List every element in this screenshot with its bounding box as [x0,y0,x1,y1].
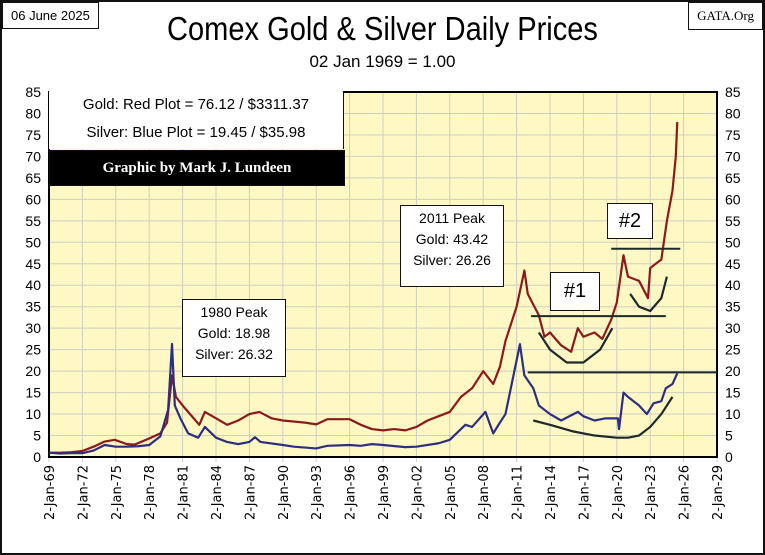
y-tick-label-right: 15 [725,385,741,401]
annotation-curve [533,396,674,439]
y-tick-label-right: 25 [725,342,741,358]
y-tick-label-right: 45 [725,256,741,272]
x-tick-label: 2-Jan-90 [277,465,292,520]
y-tick-label-right: 80 [725,105,741,121]
x-tick-label: 2-Jan-02 [410,465,425,520]
x-tick-label: 2-Jan-29 [711,465,726,520]
y-tick-label-right: 60 [725,191,741,207]
y-tick-label-right: 0 [725,449,733,465]
y-tick-label-left: 20 [25,363,41,379]
x-tick-label: 2-Jan-20 [611,465,626,520]
series-line-silver [48,342,679,455]
y-tick-label-right: 65 [725,170,741,186]
y-tick-label-left: 30 [25,320,41,336]
y-tick-label-left: 25 [25,342,41,358]
y-tick-label-left: 40 [25,277,41,293]
x-tick-label: 2-Jan-05 [444,465,459,520]
peak-1980-silver: Silver: 26.32 [195,346,273,362]
y-tick-label-right: 10 [725,406,741,422]
x-tick-label: 2-Jan-23 [644,465,659,520]
x-tick-label: 2-Jan-93 [310,465,325,520]
y-tick-label-right: 50 [725,234,741,250]
y-tick-label-right: 70 [725,148,741,164]
x-tick-label: 2-Jan-99 [377,465,392,520]
label-2: #2 [607,203,653,239]
y-tick-label-right: 5 [725,428,733,444]
x-tick-label: 2-Jan-84 [210,465,225,520]
y-tick-label-right: 30 [725,320,741,336]
peak-2011-title: 2011 Peak [419,210,485,226]
date-label: 06 June 2025 [2,2,99,29]
source-label: GATA.Org [688,2,763,30]
chart-subtitle: 02 Jan 1969 = 1.00 [309,52,456,71]
y-tick-label-right: 55 [725,213,741,229]
x-tick-label: 2-Jan-81 [177,465,192,520]
x-tick-label: 2-Jan-11 [511,465,526,520]
peak-1980-box: 1980 Peak Gold: 18.98 Silver: 26.32 [182,299,286,377]
x-tick-label: 2-Jan-87 [243,465,258,520]
chart-title: Comex Gold & Silver Daily Prices [167,10,598,47]
peak-2011-box: 2011 Peak Gold: 43.42 Silver: 26.26 [400,205,504,287]
y-tick-label-left: 45 [25,256,41,272]
x-tick-label: 2-Jan-96 [344,465,359,520]
x-tick-label: 2-Jan-78 [143,465,158,520]
info-silver: Silver: Blue Plot = 19.45 / $35.98 [86,124,306,141]
x-tick-label: 2-Jan-08 [477,465,492,520]
peak-1980-title: 1980 Peak [200,304,268,320]
plot-border [48,91,718,458]
y-tick-label-left: 70 [25,148,41,164]
y-tick-label-left: 80 [25,105,41,121]
y-tick-label-right: 35 [725,299,741,315]
y-tick-label-left: 75 [25,127,41,143]
y-tick-label-left: 10 [25,406,41,422]
y-tick-label-right: 75 [725,127,741,143]
annotation-curve [629,276,668,313]
x-tick-label: 2-Jan-69 [43,465,58,520]
info-gold: Gold: Red Plot = 76.12 / $3311.37 [82,96,310,113]
y-tick-label-right: 85 [725,84,741,100]
y-tick-label-left: 15 [25,385,41,401]
y-tick-label-left: 85 [25,84,41,100]
info-box: Gold: Red Plot = 76.12 / $3311.37 Silver… [49,91,344,149]
label-1: #1 [550,272,600,311]
y-tick-label-left: 50 [25,234,41,250]
x-tick-label: 2-Jan-72 [76,465,91,520]
y-tick-label-left: 55 [25,213,41,229]
x-tick-label: 2-Jan-17 [577,465,592,520]
peak-2011-silver: Silver: 26.26 [413,252,491,268]
y-tick-label-right: 20 [725,363,741,379]
y-tick-label-left: 5 [33,428,41,444]
y-tick-label-right: 40 [725,277,741,293]
y-tick-label-left: 65 [25,170,41,186]
x-tick-label: 2-Jan-26 [678,465,693,520]
annotation-curve [537,327,614,364]
credit-box: Graphic by Mark J. Lundeen [49,150,345,186]
peak-2011-gold: Gold: 43.42 [415,231,489,247]
y-tick-label-left: 35 [25,299,41,315]
peak-1980-gold: Gold: 18.98 [197,325,271,341]
y-tick-label-left: 0 [33,449,41,465]
x-tick-label: 2-Jan-75 [110,465,125,520]
y-tick-label-left: 60 [25,191,41,207]
x-tick-label: 2-Jan-14 [544,465,559,520]
